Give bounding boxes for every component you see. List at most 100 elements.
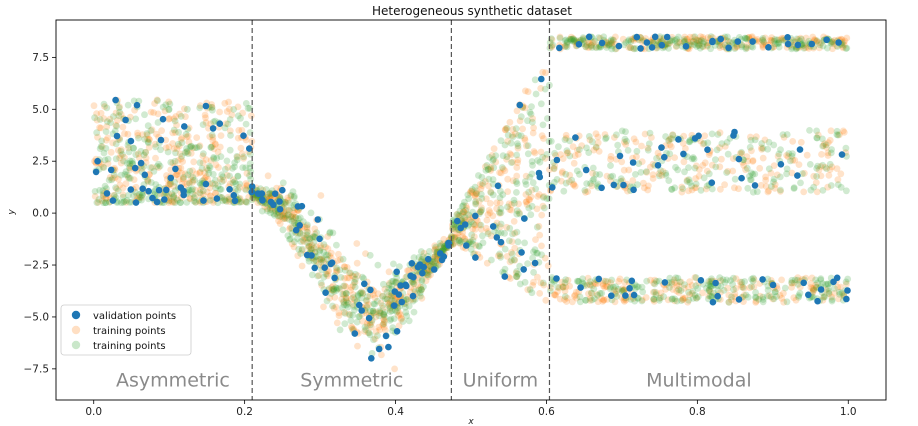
data-point [472, 189, 480, 197]
data-point [624, 187, 631, 195]
data-point [679, 294, 687, 302]
data-point [212, 176, 219, 184]
data-point [507, 249, 515, 256]
data-point [304, 239, 311, 247]
data-point [829, 45, 836, 53]
legend-marker-training-orange [71, 325, 81, 335]
data-point [226, 198, 233, 206]
data-point [316, 235, 323, 243]
data-point [513, 228, 521, 236]
data-point [777, 186, 784, 194]
data-point [202, 114, 209, 122]
data-point [692, 180, 700, 188]
data-point [215, 164, 222, 171]
data-point [115, 104, 123, 112]
data-point [485, 175, 493, 183]
data-point [376, 307, 383, 315]
data-point [330, 286, 337, 293]
data-point [819, 296, 827, 304]
data-point [122, 168, 130, 176]
data-point [683, 178, 691, 185]
data-point [668, 185, 676, 193]
data-point [428, 260, 435, 268]
data-point [620, 181, 627, 189]
data-point [103, 104, 111, 112]
data-point [397, 311, 405, 319]
data-point [551, 149, 558, 157]
data-point [465, 195, 472, 203]
data-point [157, 146, 164, 154]
data-point [492, 152, 500, 160]
data-point [219, 197, 227, 205]
data-point [165, 98, 173, 106]
data-point [551, 291, 559, 298]
data-point [483, 259, 491, 267]
data-point [595, 148, 603, 155]
data-point [97, 124, 105, 132]
data-point [395, 322, 403, 330]
data-point [456, 239, 463, 247]
data-point [752, 289, 759, 296]
data-point [553, 176, 561, 183]
data-point [206, 164, 214, 172]
data-point [461, 221, 469, 228]
data-point [107, 148, 115, 156]
data-point [196, 189, 204, 197]
data-point [417, 248, 425, 255]
data-point [236, 180, 244, 188]
data-point [173, 195, 180, 202]
data-point [692, 184, 700, 192]
data-point [132, 115, 140, 123]
data-point [508, 201, 515, 209]
data-point [748, 275, 755, 283]
data-point [586, 43, 594, 51]
data-point [349, 291, 357, 298]
data-point [165, 143, 173, 151]
data-point [463, 242, 470, 249]
data-point [335, 309, 343, 317]
data-point [497, 205, 505, 213]
data-point [642, 168, 650, 176]
data-point [743, 164, 751, 172]
data-point [386, 317, 394, 324]
data-point [472, 242, 480, 249]
x-tick-label: 0.0 [85, 406, 102, 418]
data-point [391, 296, 399, 304]
data-point [142, 149, 150, 156]
data-point [628, 36, 635, 43]
data-point [460, 208, 468, 216]
data-point [563, 294, 571, 302]
data-point [415, 254, 423, 261]
data-point [150, 109, 158, 116]
data-point [426, 266, 433, 274]
data-point [733, 43, 741, 51]
x-axis-label: x [467, 417, 474, 426]
data-point [536, 158, 544, 166]
data-point [654, 162, 662, 169]
data-point [431, 252, 439, 259]
data-point [508, 257, 515, 264]
data-point [703, 182, 711, 190]
data-point [238, 198, 245, 206]
data-point [661, 279, 669, 286]
data-point [547, 287, 554, 295]
data-point [604, 278, 612, 286]
data-point [751, 136, 759, 144]
data-point [162, 144, 170, 152]
data-point [714, 131, 722, 138]
data-point [668, 186, 675, 193]
data-point [794, 172, 801, 179]
data-point [144, 135, 151, 143]
data-point [366, 251, 374, 259]
data-point [732, 275, 740, 283]
data-point [478, 195, 486, 202]
data-point [303, 225, 311, 232]
data-point [730, 274, 737, 282]
data-point [380, 310, 388, 318]
data-point [418, 256, 425, 263]
data-point [633, 33, 641, 41]
data-point [398, 314, 405, 322]
data-point [157, 136, 165, 144]
data-point [122, 198, 130, 206]
data-point [583, 144, 590, 152]
